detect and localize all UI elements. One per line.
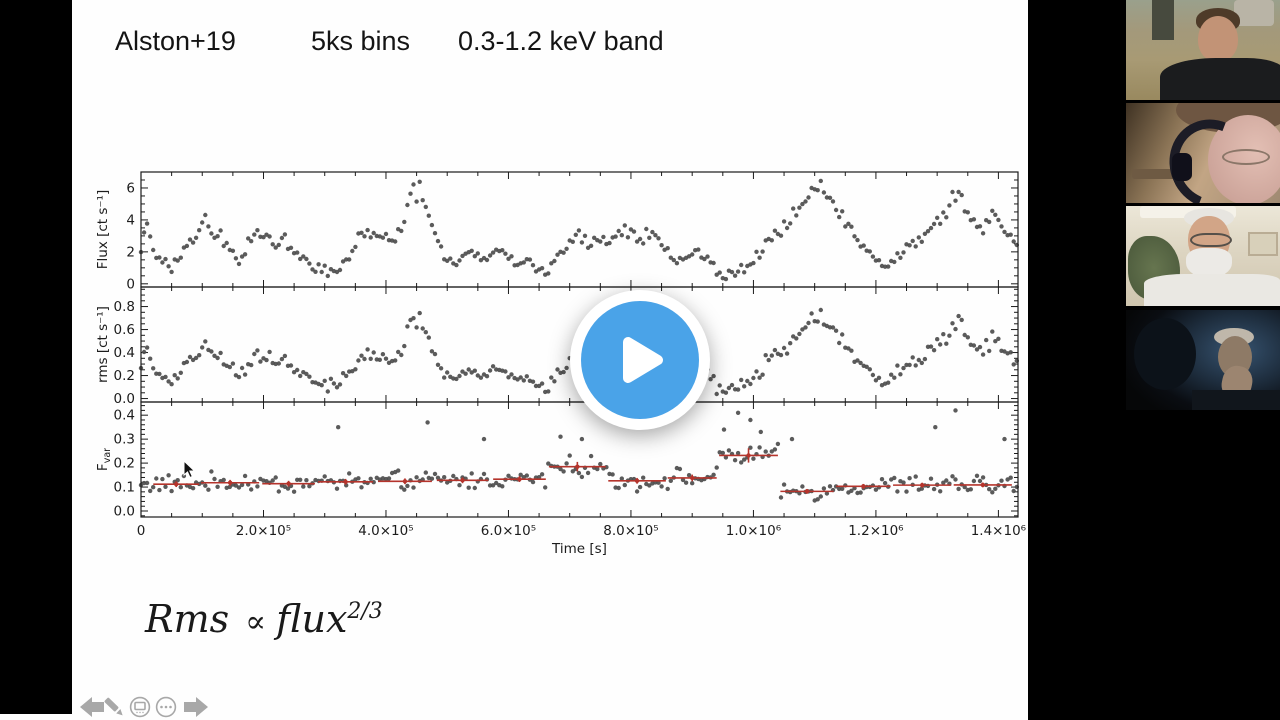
svg-text:8.0×10⁵: 8.0×10⁵ bbox=[603, 523, 658, 539]
svg-text:Flux [ct s⁻¹]: Flux [ct s⁻¹] bbox=[95, 190, 111, 269]
svg-text:1.4×10⁶: 1.4×10⁶ bbox=[971, 523, 1026, 539]
presenter-toolbar bbox=[80, 696, 208, 718]
bottom-white-strip bbox=[0, 714, 72, 720]
participants-panel bbox=[1028, 0, 1280, 720]
slide-title-reference: Alston+19 bbox=[115, 26, 236, 56]
participant-video-2[interactable] bbox=[1126, 103, 1280, 203]
rms-flux-formula: Rms ∝ flux2/3 bbox=[145, 597, 383, 641]
svg-text:0.2: 0.2 bbox=[114, 368, 135, 384]
svg-text:0.0: 0.0 bbox=[114, 391, 135, 407]
participant-1-face bbox=[1198, 16, 1238, 62]
svg-text:2: 2 bbox=[126, 244, 135, 260]
see-all-slides-icon[interactable] bbox=[129, 696, 151, 718]
play-button[interactable] bbox=[570, 290, 710, 430]
next-slide-arrow-icon[interactable] bbox=[184, 697, 208, 717]
slide-title-band: 0.3-1.2 keV band bbox=[458, 26, 664, 56]
svg-text:0.4: 0.4 bbox=[114, 345, 135, 361]
pen-icon[interactable] bbox=[104, 697, 125, 717]
mouse-cursor bbox=[183, 460, 196, 479]
more-options-icon[interactable] bbox=[155, 696, 177, 718]
presentation-slide: Alston+19 5ks bins 0.3-1.2 keV band 0 2 4 6… bbox=[72, 0, 1028, 720]
previous-slide-arrow-icon[interactable] bbox=[80, 697, 104, 717]
formula-lhs: Rms bbox=[145, 597, 230, 641]
svg-text:4: 4 bbox=[126, 212, 135, 228]
svg-text:rms [ct s⁻¹]: rms [ct s⁻¹] bbox=[95, 306, 111, 383]
left-letterbox bbox=[0, 0, 72, 714]
svg-text:0.8: 0.8 bbox=[114, 299, 135, 315]
svg-text:4.0×10⁵: 4.0×10⁵ bbox=[358, 523, 413, 539]
svg-text:0: 0 bbox=[126, 276, 135, 292]
svg-text:Fvar: Fvar bbox=[95, 448, 113, 471]
slide-title-binning: 5ks bins bbox=[311, 26, 411, 56]
svg-text:0.2: 0.2 bbox=[114, 456, 135, 472]
participant-video-4[interactable] bbox=[1126, 310, 1280, 410]
svg-text:0.3: 0.3 bbox=[114, 432, 135, 448]
svg-text:6.0×10⁵: 6.0×10⁵ bbox=[481, 523, 536, 539]
svg-text:0.6: 0.6 bbox=[114, 322, 135, 338]
svg-text:0.4: 0.4 bbox=[114, 408, 135, 424]
svg-text:Time [s]: Time [s] bbox=[551, 541, 607, 555]
proportional-symbol: ∝ bbox=[245, 604, 267, 640]
play-icon bbox=[623, 337, 663, 383]
formula-base: flux bbox=[276, 597, 348, 641]
participant-video-3[interactable] bbox=[1126, 206, 1280, 306]
svg-text:6: 6 bbox=[126, 180, 135, 196]
svg-text:2.0×10⁵: 2.0×10⁵ bbox=[236, 523, 291, 539]
svg-text:0.0: 0.0 bbox=[114, 504, 135, 520]
svg-text:1.0×10⁶: 1.0×10⁶ bbox=[726, 523, 781, 539]
svg-text:0: 0 bbox=[137, 523, 146, 539]
formula-exponent: 2/3 bbox=[347, 599, 383, 624]
svg-text:0.1: 0.1 bbox=[114, 480, 135, 496]
participant-video-1[interactable] bbox=[1126, 0, 1280, 100]
svg-text:1.2×10⁶: 1.2×10⁶ bbox=[848, 523, 903, 539]
